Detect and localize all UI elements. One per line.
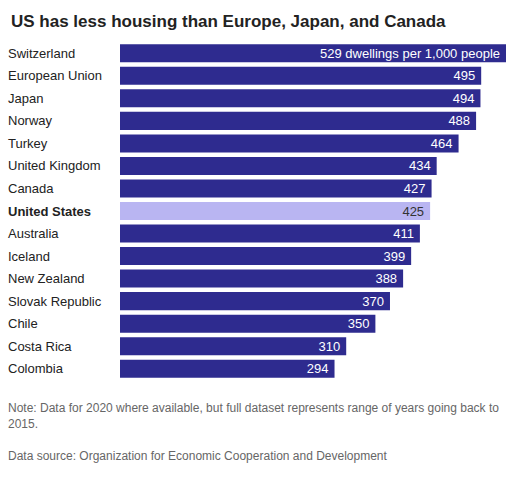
svg-text:370: 370 [362, 294, 384, 309]
svg-text:350: 350 [348, 316, 370, 331]
svg-text:Data source: Organization for: Data source: Organization for Economic C… [8, 449, 388, 463]
svg-text:United Kingdom: United Kingdom [8, 158, 101, 173]
svg-text:434: 434 [409, 158, 431, 173]
svg-text:2015.: 2015. [8, 417, 38, 431]
svg-text:Colombia: Colombia [8, 361, 64, 376]
svg-text:Canada: Canada [8, 181, 54, 196]
svg-text:Australia: Australia [8, 226, 59, 241]
svg-text:310: 310 [318, 339, 340, 354]
svg-text:Chile: Chile [8, 316, 38, 331]
svg-text:399: 399 [383, 249, 405, 264]
svg-text:Iceland: Iceland [8, 249, 50, 264]
svg-text:Norway: Norway [8, 113, 53, 128]
svg-text:US has less housing than Europ: US has less housing than Europe, Japan, … [11, 12, 446, 31]
svg-text:Japan: Japan [8, 91, 43, 106]
svg-text:494: 494 [453, 91, 475, 106]
svg-text:495: 495 [453, 68, 475, 83]
svg-text:Slovak Republic: Slovak Republic [8, 294, 102, 309]
svg-text:529 dwellings per 1,000 people: 529 dwellings per 1,000 people [320, 46, 500, 61]
svg-text:427: 427 [404, 181, 426, 196]
svg-text:Costa Rica: Costa Rica [8, 339, 72, 354]
svg-text:United States: United States [8, 204, 91, 219]
svg-text:488: 488 [448, 113, 470, 128]
svg-text:Turkey: Turkey [8, 136, 48, 151]
svg-text:411: 411 [393, 226, 414, 241]
svg-text:Switzerland: Switzerland [8, 46, 75, 61]
svg-text:425: 425 [402, 204, 424, 219]
svg-text:388: 388 [375, 271, 397, 286]
svg-text:New Zealand: New Zealand [8, 271, 85, 286]
svg-text:294: 294 [307, 361, 329, 376]
svg-text:European Union: European Union [8, 68, 102, 83]
svg-text:Note: Data for 2020 where avai: Note: Data for 2020 where available, but… [8, 401, 502, 415]
svg-text:464: 464 [431, 136, 453, 151]
